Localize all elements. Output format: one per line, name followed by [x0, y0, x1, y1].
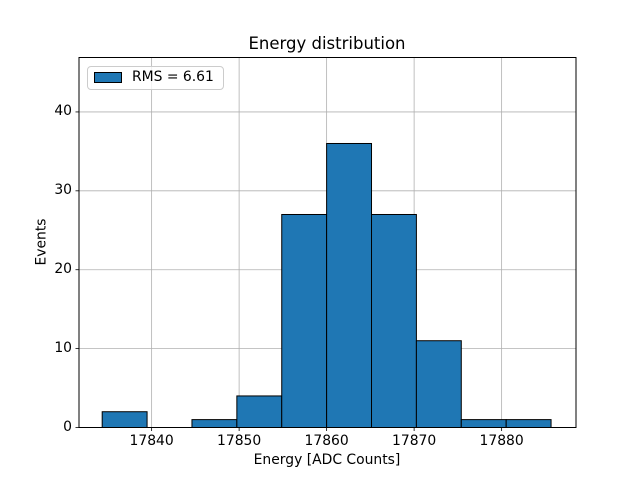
y-tick-label: 40 [54, 102, 72, 119]
x-tick-label: 17860 [304, 432, 349, 449]
axes-frame [78, 57, 577, 428]
y-tick-label: 0 [63, 418, 72, 435]
histogram-bar [505, 419, 552, 428]
x-axis-label: Energy [ADC Counts] [253, 452, 401, 468]
x-tick-label: 17870 [392, 432, 437, 449]
y-tick-label: 10 [54, 339, 72, 356]
x-tick-label: 17840 [129, 432, 174, 449]
histogram-bar [236, 395, 283, 429]
histogram-bar [415, 340, 462, 428]
histogram-series-swatch-icon [94, 71, 122, 84]
y-axis-label: Events [33, 218, 50, 266]
histogram-bar [460, 419, 507, 428]
y-tick-label: 20 [54, 260, 72, 277]
histogram-bar [326, 142, 373, 428]
chart-title: Energy distribution [248, 34, 406, 53]
x-tick-label: 17880 [479, 432, 524, 449]
x-tick-label: 17850 [217, 432, 262, 449]
histogram-bar [101, 411, 148, 428]
histogram-bar [191, 419, 238, 428]
y-tick-label: 30 [54, 181, 72, 198]
legend-label: RMS = 6.61 [132, 68, 214, 85]
histogram-bar [281, 213, 328, 428]
legend: RMS = 6.61 [87, 65, 224, 90]
histogram-bar [371, 213, 417, 428]
